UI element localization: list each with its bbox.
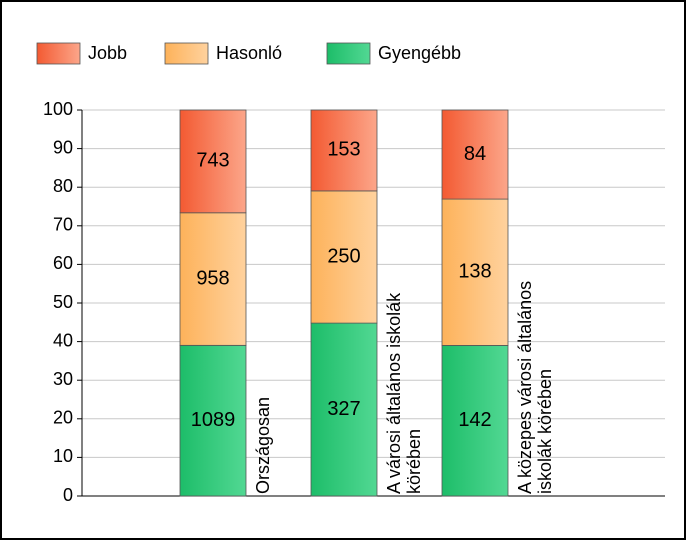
y-tick-label: 10	[53, 446, 73, 466]
data-label: 142	[458, 409, 491, 431]
x-category-label: körében	[404, 429, 424, 494]
data-label: 153	[327, 139, 360, 161]
legend-label: Hasonló	[216, 43, 282, 63]
y-tick-label: 40	[53, 330, 73, 350]
y-tick-label: 0	[63, 485, 73, 505]
y-tick-label: 90	[53, 137, 73, 157]
data-label: 1089	[191, 409, 236, 431]
bar-segment	[441, 198, 509, 346]
bar-segment	[179, 344, 247, 497]
x-category-label: A közepes városi általános	[515, 281, 535, 494]
y-tick-label: 50	[53, 292, 73, 312]
bar-segment	[310, 109, 378, 192]
legend-label: Jobb	[88, 43, 127, 63]
data-label: 250	[327, 245, 360, 267]
legend-label: Gyengébb	[378, 43, 461, 63]
bar-segment	[441, 109, 509, 200]
data-label: 327	[327, 398, 360, 420]
x-category-label: Országosan	[253, 397, 273, 494]
data-label: 743	[196, 150, 229, 172]
legend-swatch	[164, 42, 209, 65]
y-tick-label: 60	[53, 253, 73, 273]
y-tick-label: 30	[53, 369, 73, 389]
bar-segment	[310, 190, 378, 324]
y-tick-label: 80	[53, 176, 73, 196]
y-tick-label: 20	[53, 408, 73, 428]
data-label: 138	[458, 261, 491, 283]
data-label: 84	[464, 143, 486, 165]
legend-swatch	[36, 42, 81, 65]
y-tick-label: 70	[53, 215, 73, 235]
bar-segment	[310, 322, 378, 497]
bar-segment	[179, 109, 247, 214]
legend-swatch	[326, 42, 371, 65]
y-tick-label: 100	[43, 99, 73, 119]
x-category-label: A városi általános iskolák	[384, 292, 404, 494]
data-label: 958	[196, 267, 229, 289]
bar-segment	[441, 345, 509, 497]
x-category-label: iskolák körében	[535, 369, 555, 494]
